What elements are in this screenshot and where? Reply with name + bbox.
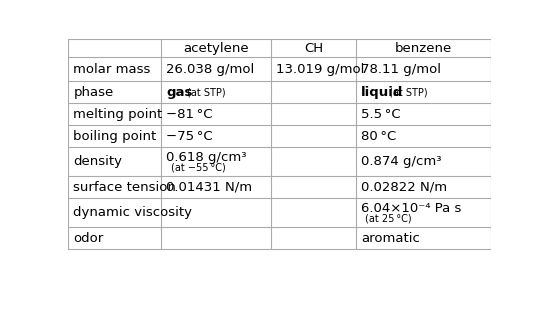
Text: molar mass: molar mass xyxy=(73,63,151,76)
Text: (at −55 °C): (at −55 °C) xyxy=(171,163,225,172)
Text: (at 25 °C): (at 25 °C) xyxy=(365,214,412,224)
Text: 5.5 °C: 5.5 °C xyxy=(361,108,401,121)
Text: 0.02822 N/m: 0.02822 N/m xyxy=(361,181,447,194)
Text: 0.618 g/cm³: 0.618 g/cm³ xyxy=(167,151,247,164)
Text: −81 °C: −81 °C xyxy=(167,108,213,121)
Text: phase: phase xyxy=(73,86,114,98)
Text: aromatic: aromatic xyxy=(361,232,420,245)
Text: 0.874 g/cm³: 0.874 g/cm³ xyxy=(361,155,442,168)
Text: odor: odor xyxy=(73,232,104,245)
Text: melting point: melting point xyxy=(73,108,163,121)
Text: −75 °C: −75 °C xyxy=(167,130,213,143)
Text: 26.038 g/mol: 26.038 g/mol xyxy=(167,63,254,76)
Text: surface tension: surface tension xyxy=(73,181,176,194)
Text: dynamic viscosity: dynamic viscosity xyxy=(73,206,192,219)
Text: gas: gas xyxy=(167,86,193,98)
Text: 13.019 g/mol: 13.019 g/mol xyxy=(276,63,365,76)
Text: acetylene: acetylene xyxy=(183,42,249,55)
Text: 80 °C: 80 °C xyxy=(361,130,396,143)
Text: 78.11 g/mol: 78.11 g/mol xyxy=(361,63,441,76)
Text: boiling point: boiling point xyxy=(73,130,157,143)
Text: (at STP): (at STP) xyxy=(389,87,428,97)
Text: (at STP): (at STP) xyxy=(187,87,225,97)
Text: density: density xyxy=(73,155,122,168)
Text: liquid: liquid xyxy=(361,86,403,98)
Text: 6.04×10⁻⁴ Pa s: 6.04×10⁻⁴ Pa s xyxy=(361,202,461,215)
Text: CH: CH xyxy=(304,42,323,55)
Text: 0.01431 N/m: 0.01431 N/m xyxy=(167,181,253,194)
Text: benzene: benzene xyxy=(395,42,452,55)
